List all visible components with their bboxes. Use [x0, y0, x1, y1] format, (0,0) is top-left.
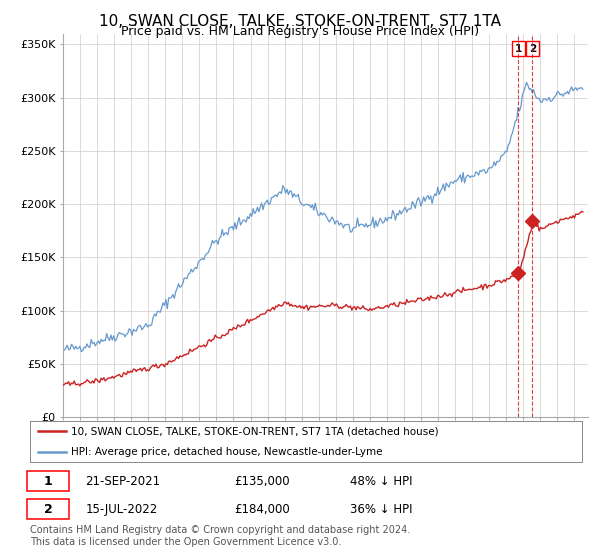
Text: Price paid vs. HM Land Registry's House Price Index (HPI): Price paid vs. HM Land Registry's House … [121, 25, 479, 38]
Text: 2: 2 [44, 502, 53, 516]
Text: 10, SWAN CLOSE, TALKE, STOKE-ON-TRENT, ST7 1TA (detached house): 10, SWAN CLOSE, TALKE, STOKE-ON-TRENT, S… [71, 426, 439, 436]
Text: Contains HM Land Registry data © Crown copyright and database right 2024.
This d: Contains HM Land Registry data © Crown c… [30, 525, 410, 547]
FancyBboxPatch shape [27, 500, 68, 519]
Text: 48% ↓ HPI: 48% ↓ HPI [350, 474, 413, 488]
Text: 36% ↓ HPI: 36% ↓ HPI [350, 502, 413, 516]
Text: 2: 2 [529, 44, 536, 54]
Text: £135,000: £135,000 [234, 474, 290, 488]
Text: 10, SWAN CLOSE, TALKE, STOKE-ON-TRENT, ST7 1TA: 10, SWAN CLOSE, TALKE, STOKE-ON-TRENT, S… [99, 14, 501, 29]
Text: HPI: Average price, detached house, Newcastle-under-Lyme: HPI: Average price, detached house, Newc… [71, 447, 383, 457]
Text: 1: 1 [44, 474, 53, 488]
Text: 1: 1 [515, 44, 522, 54]
Text: £184,000: £184,000 [234, 502, 290, 516]
Text: 21-SEP-2021: 21-SEP-2021 [85, 474, 160, 488]
FancyBboxPatch shape [27, 472, 68, 491]
Text: 15-JUL-2022: 15-JUL-2022 [85, 502, 157, 516]
